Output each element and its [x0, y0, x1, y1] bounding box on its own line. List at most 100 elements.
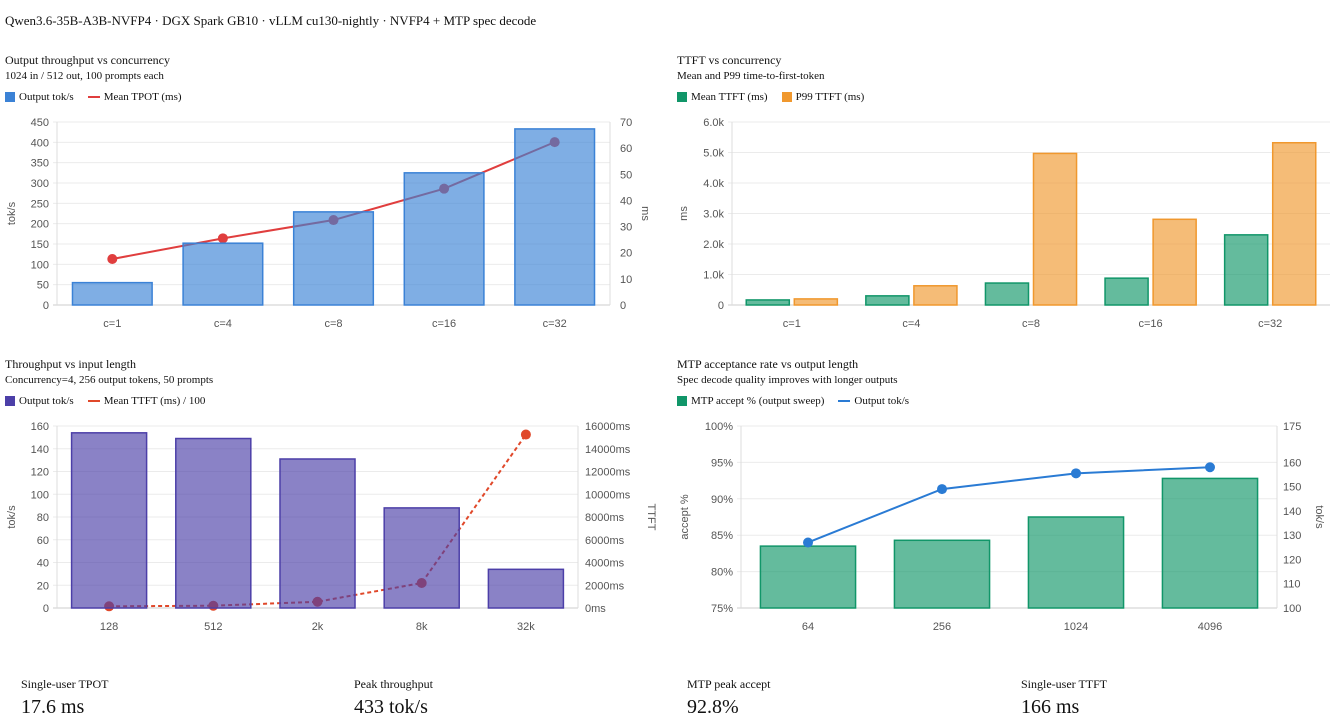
page-title: Qwen3.6-35B-A3B-NVFP4 · DGX Spark GB10 ·…: [5, 13, 537, 28]
bar[interactable]: [984, 282, 1030, 306]
stat-value-ttft: 166 ms: [1021, 696, 1080, 718]
chart-subtitle: Spec decode quality improves with longer…: [677, 374, 898, 386]
data-point[interactable]: [107, 253, 118, 264]
stat-value-tpot: 17.6 ms: [21, 696, 85, 718]
x-tick-label: 32k: [517, 621, 535, 633]
x-tick-label: 4096: [1198, 621, 1222, 633]
bar[interactable]: [70, 432, 148, 609]
x-tick-label: c=4: [902, 318, 920, 330]
y2-tick-label: 14000ms: [585, 444, 631, 456]
y2-tick-label: 150: [1283, 482, 1301, 494]
x-tick-label: 2k: [312, 621, 324, 633]
y-tick-label: 50: [37, 280, 49, 292]
y-tick-label: 85%: [711, 530, 733, 542]
data-point[interactable]: [1071, 468, 1081, 479]
bar[interactable]: [403, 172, 485, 306]
x-tick-label: c=1: [103, 318, 121, 330]
y2-tick-label: 120: [1283, 554, 1301, 566]
bar[interactable]: [514, 128, 596, 306]
bar[interactable]: [383, 507, 460, 609]
bar[interactable]: [893, 539, 991, 609]
bar[interactable]: [279, 458, 356, 609]
legend-label: MTP accept % (output sweep): [691, 395, 825, 407]
y2-tick-label: 160: [1283, 457, 1301, 469]
bar[interactable]: [182, 242, 264, 306]
y-tick-label: 90%: [711, 494, 733, 506]
legend-marker: [677, 92, 687, 102]
legend-item[interactable]: Mean TTFT (ms) / 100: [87, 395, 205, 407]
bar[interactable]: [913, 285, 958, 306]
y-tick-label: 120: [31, 467, 49, 479]
y2-tick-label: 60: [620, 143, 632, 155]
bar[interactable]: [292, 211, 375, 306]
x-tick-label: c=4: [214, 318, 232, 330]
y2-axis-title: ms: [639, 206, 651, 221]
y2-tick-label: 16000ms: [585, 421, 631, 433]
bar[interactable]: [487, 568, 565, 609]
x-tick-label: c=16: [432, 318, 456, 330]
bar[interactable]: [745, 299, 791, 306]
x-tick-label: 256: [933, 621, 951, 633]
x-tick-label: c=8: [324, 318, 342, 330]
y2-axis-title: TTFT: [645, 504, 657, 531]
bar[interactable]: [71, 281, 153, 306]
x-tick-label: c=1: [783, 318, 801, 330]
y2-tick-label: 10000ms: [585, 489, 631, 501]
y2-tick-label: 4000ms: [585, 558, 625, 570]
y-tick-label: 40: [37, 558, 49, 570]
legend-marker: [781, 92, 792, 102]
bar[interactable]: [865, 295, 910, 306]
y2-tick-label: 8000ms: [585, 512, 625, 524]
bar[interactable]: [1152, 218, 1197, 306]
stat-label-mtp-accept: MTP peak accept: [687, 677, 771, 691]
y2-tick-label: 130: [1283, 530, 1301, 542]
legend-item[interactable]: P99 TTFT (ms): [781, 91, 864, 103]
legend-item[interactable]: Output tok/s: [838, 395, 909, 407]
y-tick-label: 0: [43, 300, 49, 312]
legend-label: Output tok/s: [854, 395, 910, 407]
data-point[interactable]: [217, 233, 228, 244]
y-tick-label: 6.0k: [703, 117, 724, 129]
bar[interactable]: [1271, 141, 1317, 306]
y2-tick-label: 12000ms: [585, 467, 631, 479]
bar[interactable]: [1027, 516, 1125, 609]
y2-tick-label: 140: [1283, 506, 1301, 518]
y2-tick-label: 40: [620, 195, 632, 207]
y-axis-title: accept %: [679, 494, 691, 539]
chart-subtitle: Concurrency=4, 256 output tokens, 50 pro…: [5, 374, 214, 386]
y-tick-label: 300: [31, 178, 49, 190]
chart-subtitle: Mean and P99 time-to-first-token: [677, 70, 825, 82]
chart-legend: Output tok/s Mean TPOT (ms): [5, 91, 182, 103]
stat-label-peak-throughput: Peak throughput: [354, 677, 433, 691]
legend-item[interactable]: MTP accept % (output sweep): [677, 395, 824, 407]
y-tick-label: 400: [31, 137, 49, 149]
legend-item[interactable]: Output tok/s: [5, 395, 74, 407]
y2-tick-label: 2000ms: [585, 580, 625, 592]
y-tick-label: 100: [31, 259, 49, 271]
bar[interactable]: [793, 298, 839, 306]
y-tick-label: 95%: [711, 457, 733, 469]
y2-axis-title: tok/s: [1313, 505, 1325, 529]
data-point[interactable]: [520, 429, 531, 440]
stat-value-peak-throughput: 433 tok/s: [354, 696, 428, 718]
stat-label-tpot: Single-user TPOT: [21, 677, 109, 691]
legend-label: Output tok/s: [19, 395, 74, 407]
chart-legend: Output tok/s Mean TTFT (ms) / 100: [5, 395, 205, 407]
data-point[interactable]: [803, 537, 813, 548]
y-tick-label: 100: [31, 489, 49, 501]
data-point[interactable]: [937, 484, 947, 495]
legend-item[interactable]: Output tok/s: [5, 91, 74, 103]
legend-marker: [838, 400, 851, 402]
bar[interactable]: [175, 437, 252, 609]
legend-item[interactable]: Mean TPOT (ms): [87, 91, 182, 103]
bar[interactable]: [1161, 477, 1259, 609]
y-tick-label: 3.0k: [703, 209, 724, 221]
data-point[interactable]: [1205, 462, 1215, 473]
bar[interactable]: [1104, 277, 1149, 306]
bar[interactable]: [1223, 234, 1269, 306]
bar[interactable]: [1032, 152, 1078, 306]
bar[interactable]: [759, 545, 857, 609]
legend-item[interactable]: Mean TTFT (ms): [677, 91, 768, 103]
y-axis-title: ms: [678, 206, 690, 221]
